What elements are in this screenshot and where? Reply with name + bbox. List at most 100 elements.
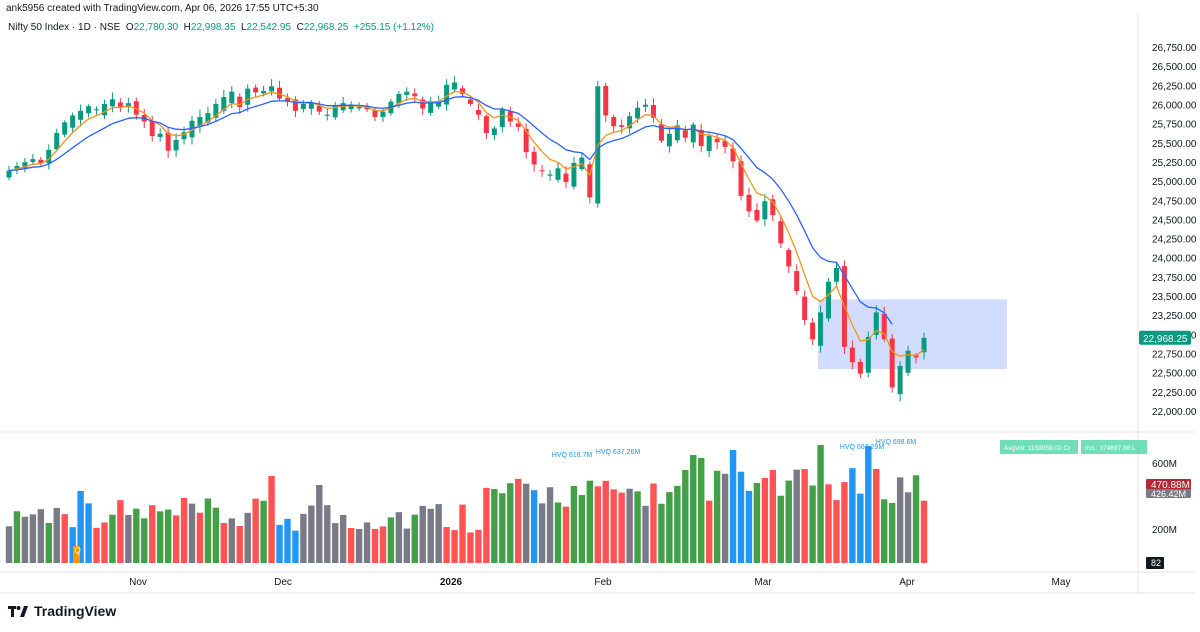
volume-bar	[37, 509, 45, 563]
volume-bar	[308, 505, 315, 563]
volume-bar	[141, 518, 148, 563]
candle-body	[62, 122, 68, 135]
volume-bar	[244, 512, 251, 563]
volume-bar	[515, 478, 522, 563]
candle-body	[444, 84, 450, 105]
volume-bar	[753, 482, 761, 563]
candle-body	[635, 107, 641, 119]
candle-body	[221, 97, 227, 111]
volume-bar	[164, 509, 172, 563]
candle-body	[348, 104, 354, 110]
candle-body	[189, 120, 195, 138]
tradingview-brand[interactable]: TradingView	[8, 603, 116, 619]
price-tick-label: 25,000.00	[1152, 177, 1197, 188]
candle-body	[412, 93, 418, 97]
candle-body	[889, 338, 895, 388]
candle-body	[547, 174, 553, 176]
hvq-label: HVQ 618.7M	[552, 452, 593, 459]
volume-bar	[705, 500, 713, 563]
candle-body	[690, 124, 696, 143]
candle-body	[722, 140, 728, 147]
volume-bar	[920, 500, 928, 563]
volume-bar	[546, 487, 554, 563]
candle-body	[165, 132, 171, 151]
candle-body	[269, 86, 275, 92]
candle-body	[818, 312, 824, 346]
tradingview-logo-icon	[8, 604, 28, 618]
volume-bar	[45, 523, 52, 563]
candle-body	[905, 350, 911, 373]
candle-body	[849, 347, 855, 363]
candle-body	[420, 99, 426, 109]
volume-bar	[610, 489, 617, 563]
candle-body	[308, 102, 314, 109]
time-tick-label: Mar	[754, 577, 772, 588]
candle-body	[921, 337, 927, 353]
candle-body	[173, 139, 179, 151]
volume-bar	[841, 482, 848, 563]
time-tick-label: 2026	[440, 577, 463, 588]
price-tick-label: 26,750.00	[1152, 43, 1197, 54]
volume-bar	[355, 528, 363, 563]
candle-body	[802, 296, 808, 321]
ind-box	[1081, 440, 1147, 454]
candle-body	[245, 88, 251, 105]
high-value: 22,998.35	[190, 22, 236, 33]
volume-bar	[117, 500, 124, 563]
candle-body	[483, 116, 489, 134]
volume-bar	[387, 517, 395, 563]
candle-body	[292, 99, 298, 111]
candle-body	[658, 124, 664, 141]
volume-bar	[268, 476, 275, 563]
volume-bar	[904, 492, 912, 563]
volume-bar	[873, 468, 880, 563]
avg-vol-text: AvgVol: 1159059.02 Cr	[1004, 445, 1071, 452]
candle-body	[475, 110, 481, 115]
price-tick-label: 22,000.00	[1152, 407, 1197, 418]
volume-bar	[777, 495, 784, 563]
volume-bar	[578, 495, 586, 563]
volume-bar	[156, 511, 164, 563]
volume-bar	[690, 455, 697, 563]
volume-bar	[379, 526, 387, 563]
volume-bar	[530, 490, 538, 563]
volume-bar	[260, 500, 267, 563]
volume-bar	[626, 488, 633, 563]
candle-body	[587, 164, 593, 198]
price-tick-label: 25,250.00	[1152, 158, 1197, 169]
volume-bar	[316, 485, 323, 563]
candle-body	[332, 105, 338, 118]
volume-bar	[594, 486, 601, 563]
volume-bar	[332, 523, 339, 563]
candle-body	[563, 173, 569, 183]
volume-bar	[793, 469, 800, 563]
ema-slow-line	[8, 96, 893, 325]
last-price-badge	[1139, 330, 1191, 345]
candle-body	[14, 166, 20, 169]
candle-body	[117, 102, 123, 108]
candle-body	[738, 161, 744, 196]
candle-body	[810, 322, 816, 340]
volume-bar	[411, 514, 418, 563]
candle-body	[380, 111, 386, 117]
volume-bar	[300, 513, 307, 563]
volume-bar	[324, 505, 331, 563]
volume-bar	[196, 512, 204, 563]
price-tick-label: 23,750.00	[1152, 273, 1197, 284]
volume-bar	[451, 530, 458, 563]
volume-ma-badge	[1146, 489, 1191, 498]
candle-body	[300, 103, 306, 109]
volume-bar	[849, 468, 856, 563]
brand-name: TradingView	[34, 603, 117, 619]
volume-bar	[172, 515, 180, 563]
candle-body	[237, 96, 243, 108]
candle-body	[30, 159, 36, 162]
candle-body	[650, 105, 656, 118]
volume-bar	[713, 470, 721, 563]
candle-body	[101, 103, 107, 116]
candle-body	[531, 151, 537, 165]
time-tick-label: Feb	[594, 577, 612, 588]
symbol-label[interactable]: Nifty 50 Index · 1D · NSE	[8, 22, 121, 33]
candle-body	[404, 91, 410, 95]
